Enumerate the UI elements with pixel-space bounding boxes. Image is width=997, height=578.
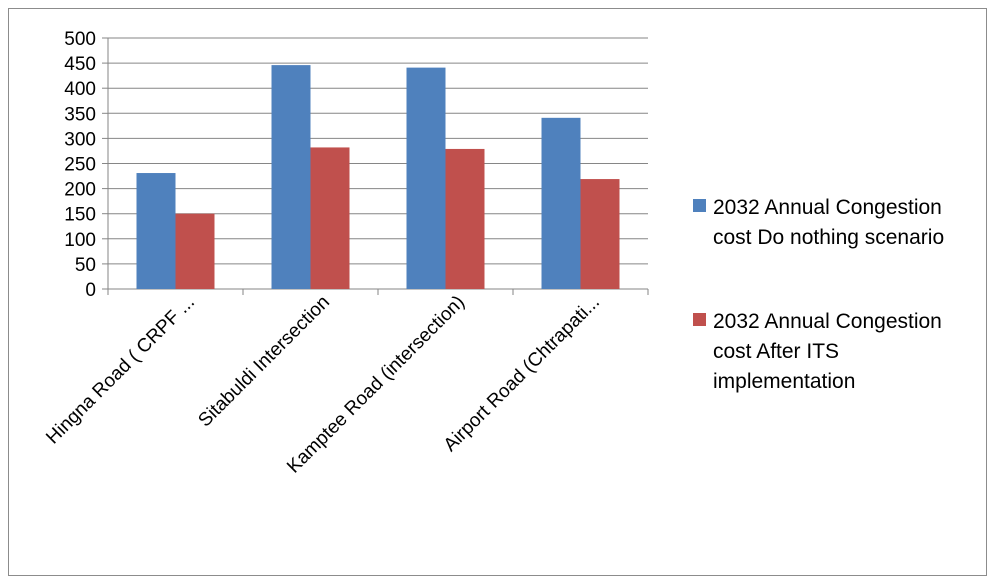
legend-label: cost After ITS — [713, 340, 839, 363]
x-tick-label: Hingna Road ( CRPF ... — [42, 292, 199, 449]
legend-label: implementation — [713, 370, 855, 393]
legend: 2032 Annual Congestion cost Do nothing sc… — [693, 196, 944, 393]
y-tick-label: 200 — [64, 180, 96, 201]
chart-frame — [8, 8, 987, 576]
y-tick-label: 100 — [64, 230, 96, 251]
y-tick-label: 350 — [64, 104, 96, 125]
x-tick-labels: Hingna Road ( CRPF ...Sitabuldi Intersec… — [42, 292, 604, 478]
y-tick-label: 150 — [64, 205, 96, 226]
y-tick-label: 450 — [64, 54, 96, 75]
bar-series-2-1 — [175, 213, 215, 289]
bar-series-2-2 — [310, 147, 350, 289]
y-tick-label: 0 — [85, 280, 96, 301]
x-tick-label: Sitabuldi Intersection — [194, 292, 334, 432]
legend-swatch-2 — [693, 313, 706, 326]
bar-series-1-3 — [406, 67, 446, 289]
bar-series-2-4 — [580, 179, 620, 289]
y-tick-label: 500 — [64, 29, 96, 50]
x-tick-label: Airport Road (Chtrapati... — [440, 292, 604, 456]
bar-series-2-3 — [445, 148, 485, 289]
legend-label: cost Do nothing scenario — [713, 226, 944, 249]
bars — [136, 65, 620, 290]
legend-label: 2032 Annual Congestion — [713, 310, 942, 333]
legend-label: 2032 Annual Congestion — [713, 196, 942, 219]
y-tick-labels: 0 50 100 150 200 250 300 350 400 450 500 — [64, 29, 96, 301]
y-tick-label: 250 — [64, 155, 96, 176]
bar-series-1-2 — [271, 65, 311, 289]
y-tick-label: 300 — [64, 129, 96, 150]
y-tick-label: 400 — [64, 79, 96, 100]
y-tick-label: 50 — [75, 255, 96, 276]
legend-swatch-1 — [693, 199, 706, 212]
bar-series-1-4 — [541, 117, 581, 290]
bar-series-1-1 — [136, 173, 176, 289]
